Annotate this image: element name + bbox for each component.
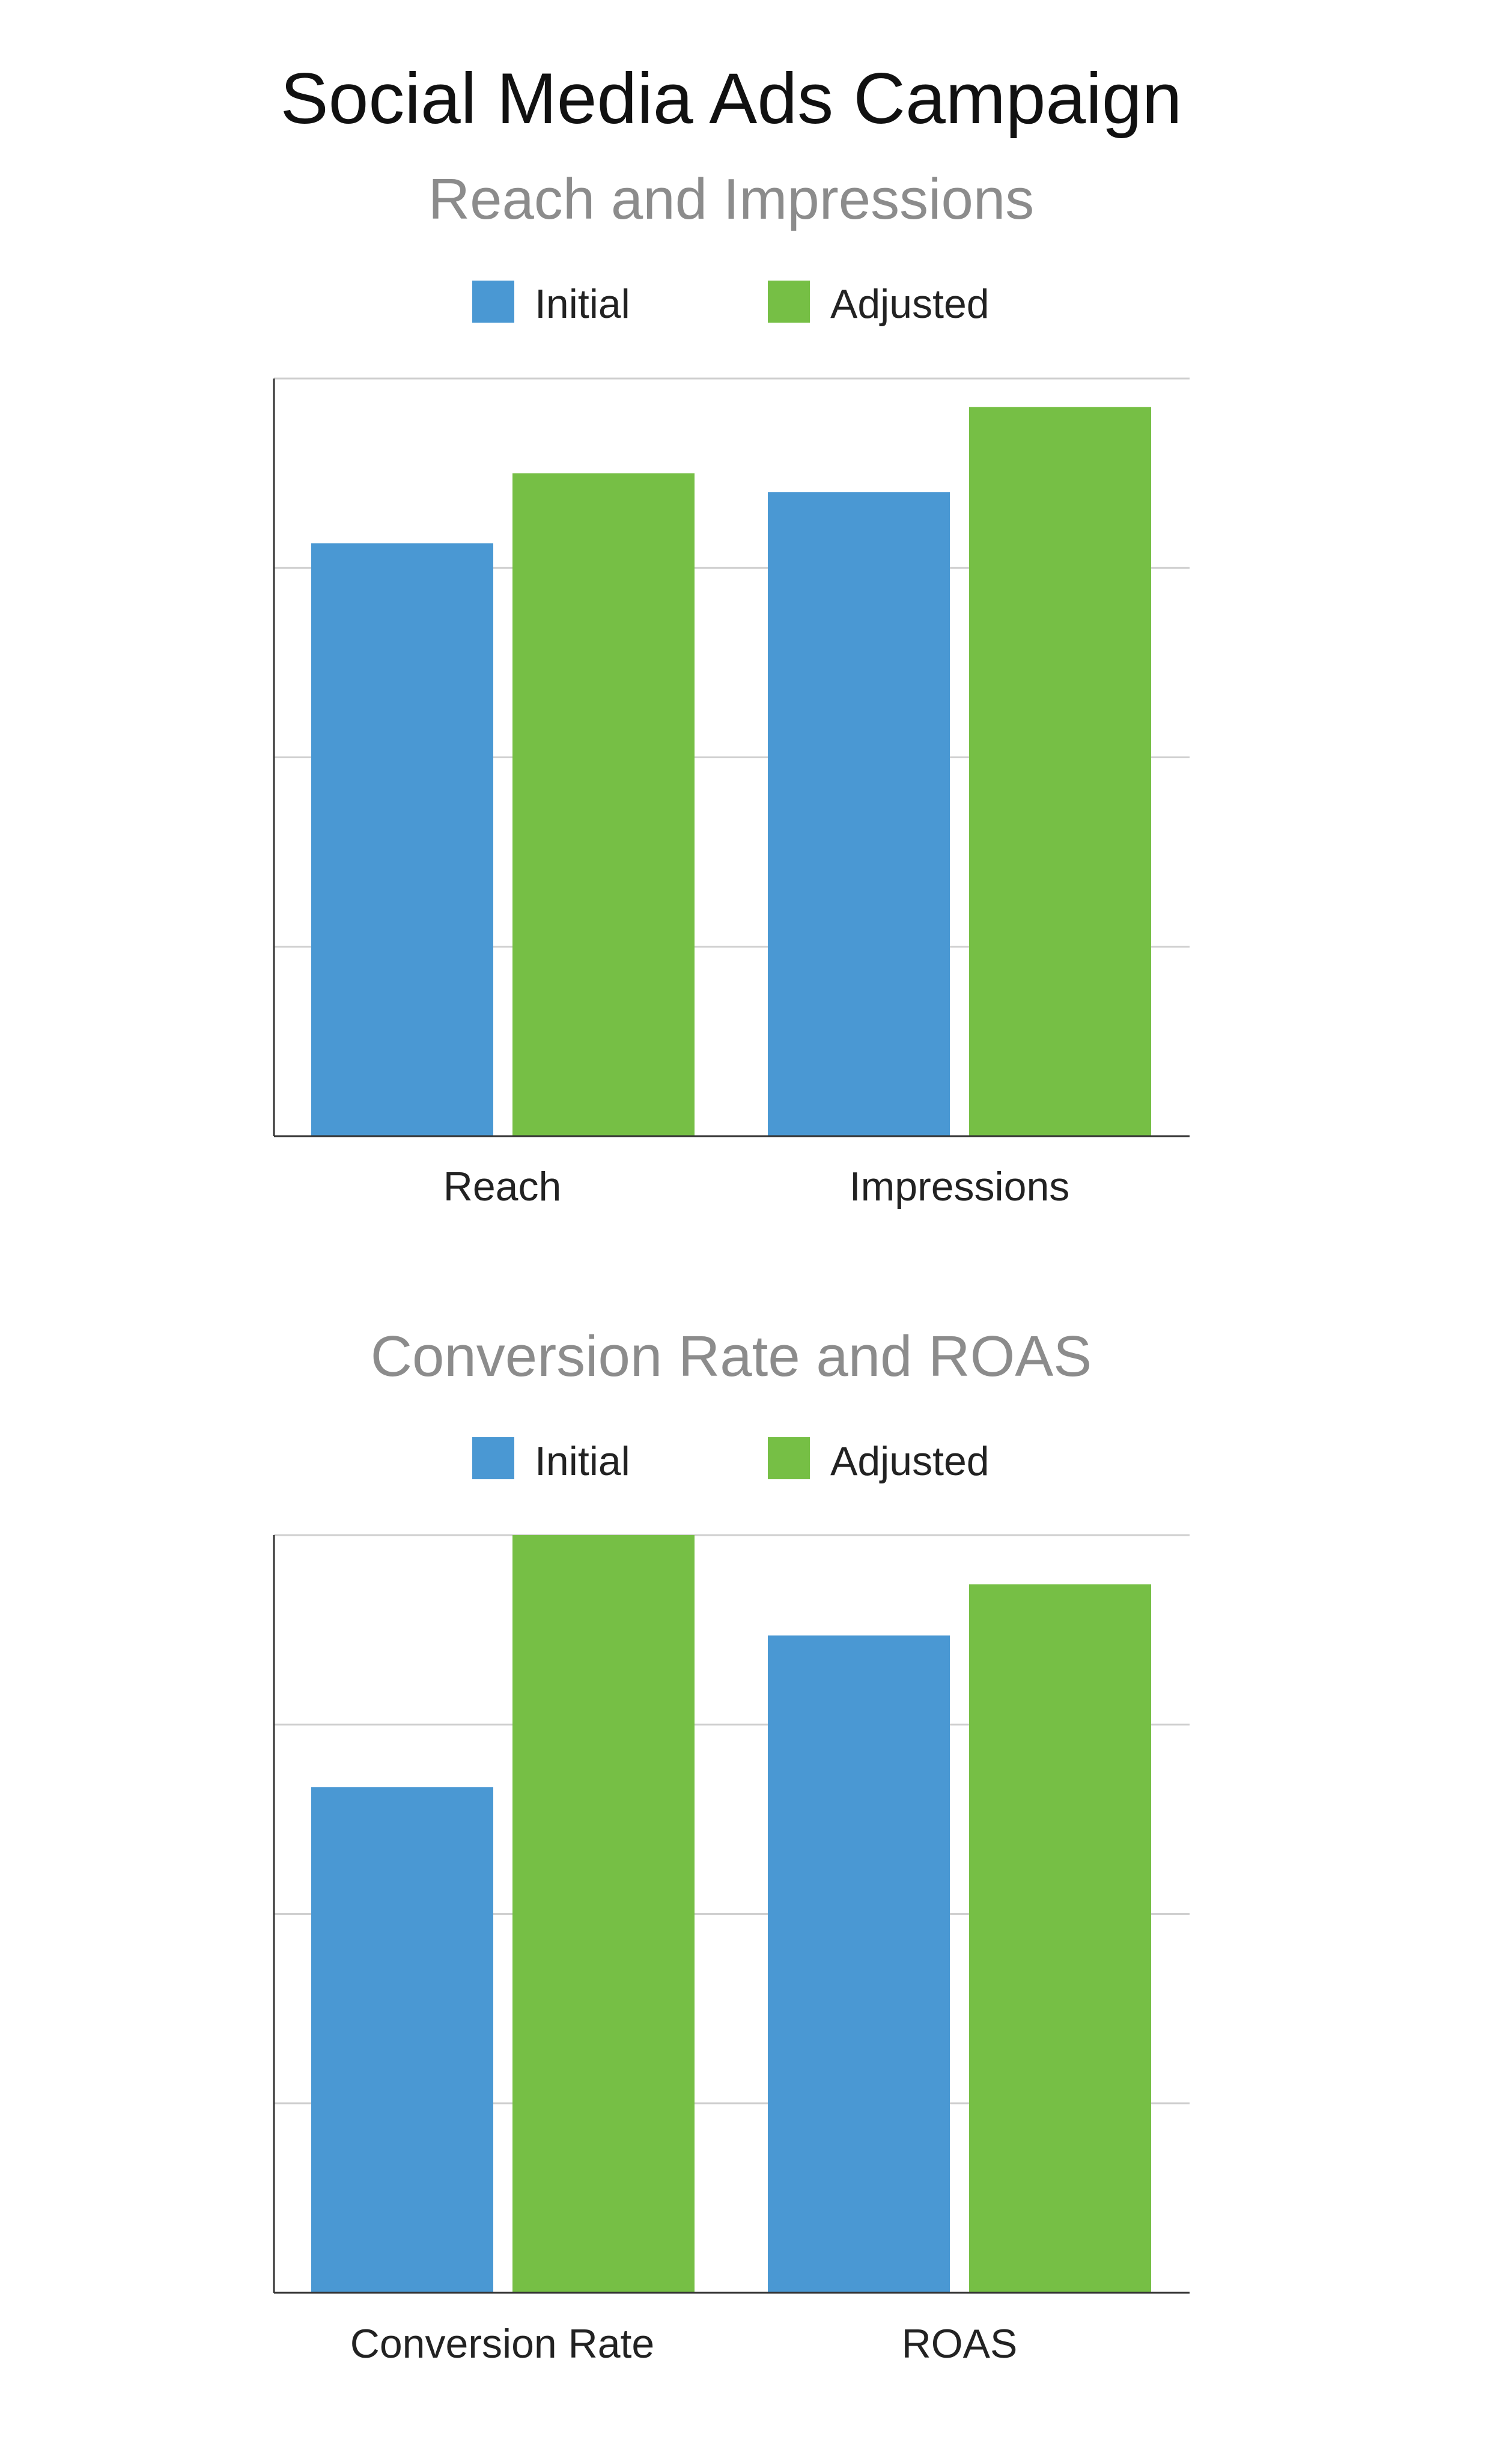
chart-2-legend-initial-swatch — [472, 1437, 514, 1479]
bar-conversion-rate-adjusted — [512, 1535, 695, 2293]
bar-conversion-rate-initial — [311, 1787, 493, 2293]
chart-1-subtitle: Reach and Impressions — [428, 167, 1035, 231]
chart-reach-impressions: Reach and Impressions Initial Adjusted R… — [273, 167, 1190, 1209]
chart-1-category-label-reach: Reach — [443, 1164, 562, 1209]
chart-2-legend: Initial Adjusted — [472, 1437, 990, 1484]
chart-2-category-label-roas: ROAS — [902, 2321, 1018, 2367]
chart-2-bars — [311, 1535, 1151, 2293]
chart-2-legend-initial-label: Initial — [535, 1438, 630, 1484]
chart-2-legend-adjusted-label: Adjusted — [830, 1438, 990, 1484]
chart-1-legend-adjusted-swatch — [768, 281, 810, 323]
chart-1-legend-initial-swatch — [472, 281, 514, 323]
chart-1-legend-initial-label: Initial — [535, 281, 630, 327]
chart-1-bars — [311, 407, 1151, 1136]
bar-roas-initial — [768, 1635, 950, 2293]
chart-1-category-label-impressions: Impressions — [850, 1164, 1070, 1209]
chart-2-category-label-conversion-rate: Conversion Rate — [350, 2321, 654, 2367]
bar-roas-adjusted — [969, 1584, 1151, 2293]
chart-1-legend-adjusted-label: Adjusted — [830, 281, 990, 327]
bar-impressions-initial — [768, 492, 950, 1136]
chart-2-subtitle: Conversion Rate and ROAS — [371, 1324, 1092, 1389]
main-title: Social Media Ads Campaign — [281, 58, 1182, 139]
chart-conversion-roas: Conversion Rate and ROAS Initial Adjuste… — [273, 1324, 1190, 2367]
chart-2-legend-adjusted-swatch — [768, 1437, 810, 1479]
chart-1-legend: Initial Adjusted — [472, 281, 990, 327]
bar-reach-initial — [311, 543, 493, 1136]
bar-impressions-adjusted — [969, 407, 1151, 1136]
bar-reach-adjusted — [512, 473, 695, 1136]
